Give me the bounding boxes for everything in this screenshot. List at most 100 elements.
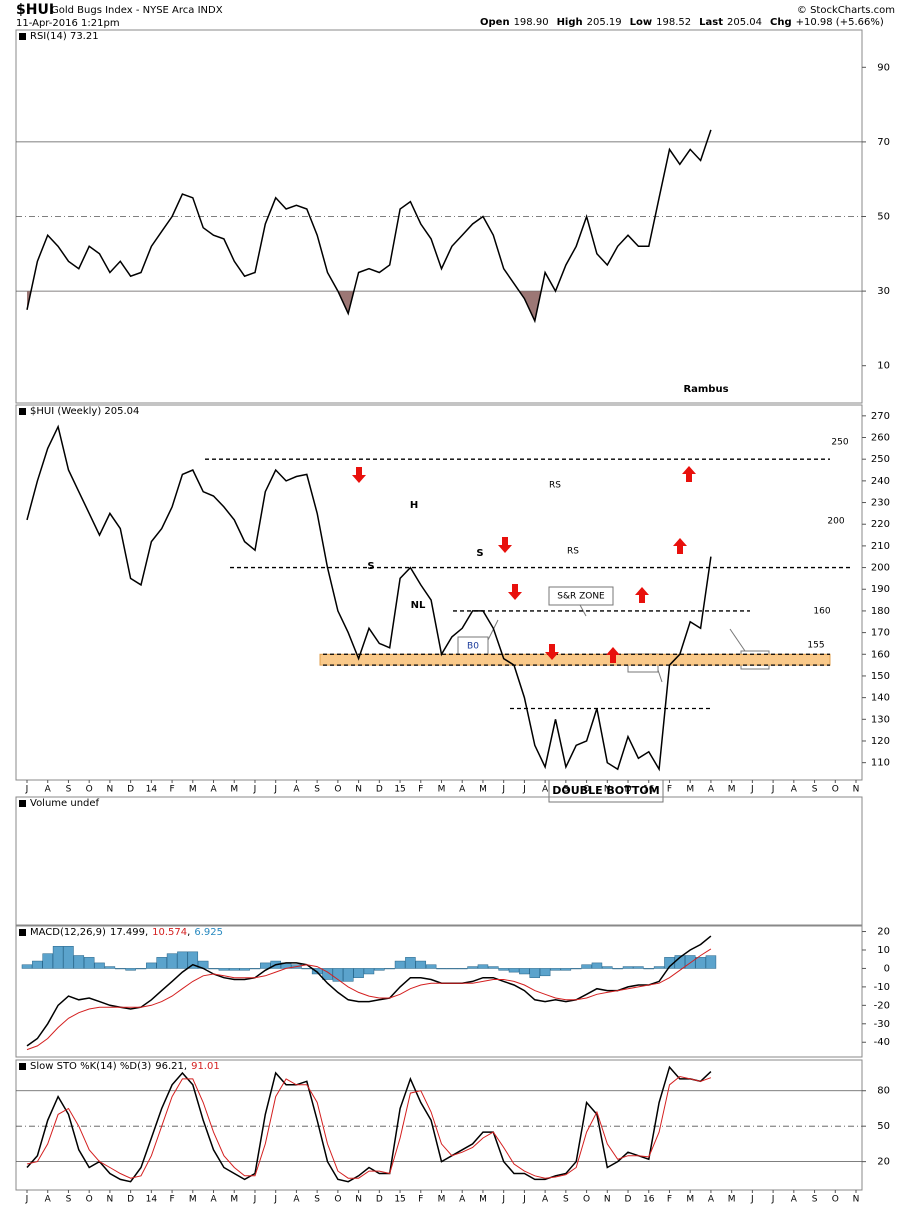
symbol: $HUI	[16, 2, 54, 18]
histogram-bar	[166, 953, 178, 969]
arrow-down	[508, 584, 522, 600]
y-tick-label: 150	[871, 671, 890, 682]
y-tick-label: 230	[871, 498, 890, 509]
x-tick-label: A	[542, 1195, 549, 1205]
arrow-up	[635, 587, 649, 603]
x-tick-label: F	[667, 785, 672, 795]
y-tick-label: 220	[871, 519, 890, 530]
arrow-down	[498, 537, 512, 553]
x-tick-label: S	[66, 1195, 72, 1205]
histogram-bar	[135, 968, 147, 970]
x-tick-label: A	[708, 785, 715, 795]
panel-title: MACD(12,26,9) 17.499, 10.574, 6.925	[30, 927, 223, 938]
x-tick-label: S	[563, 1195, 569, 1205]
histogram-bar	[229, 968, 240, 971]
x-tick-label: M	[728, 1195, 736, 1205]
quote-label: Open	[480, 17, 510, 28]
quote-label: Low	[630, 17, 652, 28]
panel-swatch	[19, 929, 26, 936]
x-tick-label: J	[771, 1195, 775, 1205]
y-tick-label: 0	[884, 963, 890, 974]
x-tick-label: J	[253, 1195, 257, 1205]
y-tick-label: 170	[871, 628, 890, 639]
histogram-bar	[249, 968, 261, 970]
histogram-bar	[581, 964, 592, 969]
series-line	[26, 129, 712, 324]
x-tick-label: M	[479, 1195, 487, 1205]
panel-frame	[15, 404, 863, 781]
x-tick-label: D	[127, 1195, 134, 1205]
histogram-bar	[208, 968, 219, 970]
annotation: RS	[549, 481, 561, 491]
x-tick-label: N	[853, 785, 860, 795]
callout-pointer	[657, 669, 663, 683]
y-tick-label: 160	[871, 649, 890, 660]
annotation: B0	[467, 642, 479, 652]
histogram-bar	[384, 968, 395, 970]
histogram-bar	[405, 957, 416, 969]
histogram-bar	[633, 966, 644, 969]
x-tick-label: D	[127, 785, 134, 795]
copyright: © StockCharts.com	[797, 5, 895, 16]
y-tick-label: 260	[871, 433, 890, 444]
x-tick-label: D	[625, 785, 632, 795]
histogram-bar	[218, 968, 230, 971]
y-tick-label: 10	[877, 945, 890, 956]
x-tick-label: A	[45, 1195, 52, 1205]
y-tick-label: 250	[871, 454, 890, 465]
histogram-bar	[332, 968, 344, 982]
annotation: S	[367, 561, 374, 572]
x-tick-label: A	[210, 785, 217, 795]
panel-title: Slow STO %K(14) %D(3) 96.21, 91.01	[30, 1061, 220, 1072]
annotation: S	[476, 548, 483, 559]
y-tick-label: 30	[877, 286, 890, 297]
x-tick-label: N	[107, 1195, 114, 1205]
histogram-bar	[374, 968, 385, 971]
x-tick-label: A	[791, 1195, 798, 1205]
y-tick-label: 50	[877, 1121, 890, 1132]
x-tick-label: M	[230, 1195, 238, 1205]
arrow-up	[673, 538, 687, 554]
x-tick-label: J	[273, 785, 277, 795]
quote-value: 205.19	[587, 17, 622, 28]
histogram-bar	[94, 962, 105, 969]
histogram-bar	[622, 966, 634, 969]
panel-title: Volume undef	[30, 798, 100, 809]
x-tick-label: M	[189, 785, 197, 795]
histogram-bar	[322, 968, 333, 980]
x-tick-label: S	[66, 785, 72, 795]
readout: 17.499	[110, 927, 145, 938]
x-tick-label: A	[791, 785, 798, 795]
y-tick-label: 50	[877, 212, 890, 223]
y-tick-label: -10	[874, 982, 890, 993]
histogram-bar	[21, 964, 33, 969]
x-tick-label: J	[750, 1195, 754, 1205]
histogram-bar	[684, 955, 696, 969]
histogram-bar	[436, 968, 447, 970]
x-tick-label: J	[750, 785, 754, 795]
histogram-bar	[52, 946, 64, 969]
y-tick-label: 210	[871, 541, 890, 552]
x-tick-label: S	[812, 785, 818, 795]
x-tick-label: J	[501, 785, 505, 795]
y-tick-label: 240	[871, 476, 890, 487]
x-tick-label: O	[583, 785, 590, 795]
quote-value: 198.52	[656, 17, 691, 28]
x-tick-label: M	[686, 785, 694, 795]
readout: 91.01	[191, 1061, 220, 1072]
histogram-bar	[602, 966, 613, 969]
x-tick-label: O	[832, 785, 839, 795]
x-tick-label: O	[832, 1195, 839, 1205]
level-label: 160	[813, 607, 830, 617]
x-tick-label: J	[771, 785, 775, 795]
series-line	[26, 1065, 712, 1183]
y-tick-label: 110	[871, 758, 890, 769]
histogram-bar	[477, 964, 489, 969]
panel-title-text: Volume undef	[30, 798, 100, 809]
histogram-bar	[42, 953, 53, 969]
x-tick-label: J	[273, 1195, 277, 1205]
x-tick-label: J	[522, 785, 526, 795]
x-tick-label: M	[479, 785, 487, 795]
x-tick-label: F	[667, 1195, 672, 1205]
